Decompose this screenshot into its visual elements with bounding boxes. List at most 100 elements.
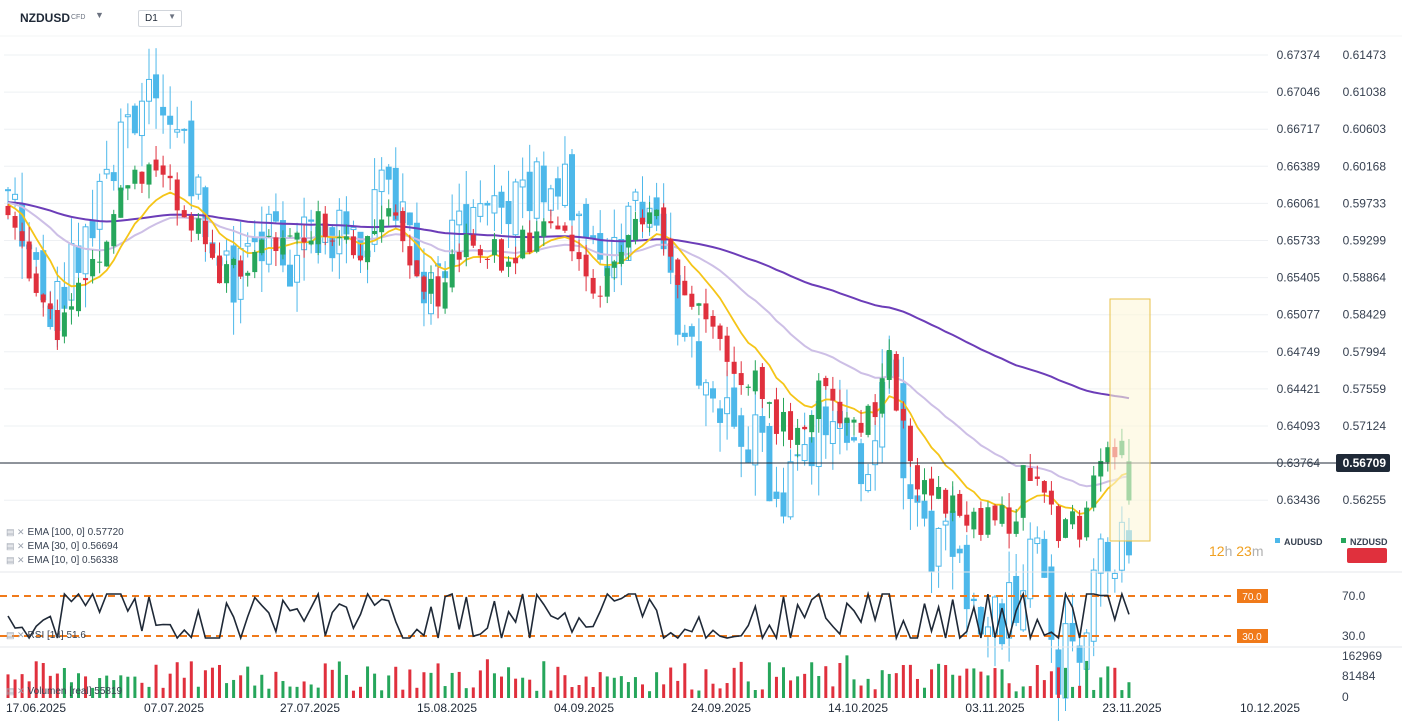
- volume-bar: [203, 670, 207, 698]
- x-tick: 14.10.2025: [828, 701, 888, 715]
- nzdusd-candle: [569, 234, 575, 252]
- settings-icon[interactable]: ▤ ✕: [6, 555, 25, 565]
- y-tick-left: 0.65733: [1277, 234, 1321, 248]
- volume-bar: [1028, 686, 1032, 698]
- audusd-candle: [188, 120, 195, 197]
- audusd-candle: [773, 491, 780, 499]
- volume-bar: [753, 690, 757, 698]
- nzdusd-candle: [365, 236, 371, 263]
- audusd-candle: [230, 245, 237, 303]
- nzdusd-candle: [1055, 506, 1061, 542]
- nzdusd-candle: [957, 493, 963, 516]
- y-tick-left: 0.64093: [1277, 419, 1321, 433]
- indicator-rsi[interactable]: ▤ ✕ RSI [14] 51.6: [6, 630, 86, 641]
- symbol-name[interactable]: NZDUSD: [20, 11, 70, 25]
- indicator-value: 55819: [94, 686, 123, 697]
- nzdusd-candle: [1027, 467, 1033, 481]
- symbol-dropdown-icon[interactable]: ▼: [95, 10, 104, 20]
- chevron-down-icon: ▼: [168, 12, 176, 21]
- audusd-candle: [547, 188, 554, 211]
- volume-bar: [27, 681, 31, 698]
- settings-icon[interactable]: ▤ ✕: [6, 686, 25, 696]
- nzdusd-candle: [132, 169, 138, 184]
- volume-bar: [309, 684, 313, 698]
- nzdusd-candle: [90, 258, 96, 277]
- volume-bar: [831, 686, 835, 698]
- volume-bar: [972, 668, 976, 698]
- nzdusd-candle: [273, 237, 279, 252]
- current-candle-highlight: [1109, 298, 1151, 542]
- candle-countdown: 12h 23m: [1209, 543, 1264, 559]
- audusd-candle: [695, 341, 702, 386]
- volume-bar: [951, 674, 955, 698]
- nzdusd-candle: [773, 399, 779, 434]
- legend-label: AUDUSD: [1284, 537, 1323, 547]
- nzdusd-candle: [802, 426, 808, 430]
- indicator-ema10[interactable]: ▤ ✕ EMA [10, 0] 0.56338: [6, 555, 118, 566]
- volume-bar: [845, 655, 849, 698]
- settings-icon[interactable]: ▤ ✕: [6, 541, 25, 551]
- nzdusd-candle: [336, 237, 342, 239]
- nzdusd-candle: [372, 231, 378, 234]
- audusd-candle: [745, 449, 752, 463]
- settings-icon[interactable]: ▤ ✕: [6, 527, 25, 537]
- nzdusd-candle: [576, 252, 582, 260]
- volume-bar: [1071, 686, 1075, 698]
- volume-bar: [161, 687, 165, 698]
- indicator-value: 0.57720: [87, 527, 124, 538]
- audusd-candle: [498, 191, 505, 208]
- volume-bar: [105, 675, 109, 698]
- indicator-ema30[interactable]: ▤ ✕ EMA [30, 0] 0.56694: [6, 541, 118, 552]
- volume-bar: [676, 680, 680, 698]
- audusd-candle: [752, 414, 759, 466]
- rsi-line: [7, 590, 1130, 642]
- volume-bar: [218, 664, 221, 698]
- volume-bar: [880, 670, 884, 698]
- nzdusd-candle: [202, 220, 208, 245]
- timeframe-select[interactable]: D1 ▼: [138, 10, 182, 27]
- volume-bar: [993, 668, 997, 698]
- nzdusd-candle: [971, 511, 977, 530]
- nzdusd-candle: [456, 252, 462, 260]
- y-tick-left: 0.64421: [1277, 382, 1321, 396]
- nzdusd-candle: [809, 414, 815, 433]
- volume-bar: [908, 664, 912, 698]
- volume-bar: [366, 666, 370, 698]
- indicator-volume[interactable]: ▤ ✕ Volumen [real] 55819: [6, 686, 122, 697]
- audusd-candle: [970, 598, 977, 602]
- volume-bar: [873, 689, 877, 698]
- nzdusd-candle: [1063, 519, 1068, 538]
- settings-icon[interactable]: ▤ ✕: [6, 630, 25, 640]
- x-tick: 24.09.2025: [691, 701, 751, 715]
- nzdusd-candle: [590, 277, 596, 294]
- nzdusd-candle: [414, 260, 420, 277]
- x-tick: 27.07.2025: [280, 701, 340, 715]
- nzdusd-candle: [209, 243, 215, 258]
- x-tick: 23.11.2025: [1102, 701, 1161, 715]
- indicator-ema100[interactable]: ▤ ✕ EMA [100, 0] 0.57720: [6, 527, 124, 538]
- nzdusd-candle: [999, 505, 1005, 524]
- volume-bar: [84, 676, 88, 698]
- countdown-part: 23: [1232, 543, 1252, 559]
- audusd-candle: [681, 332, 688, 338]
- volume-bar: [1014, 691, 1018, 698]
- volume-bar: [154, 664, 158, 698]
- audusd-candle: [597, 233, 604, 260]
- nzdusd-candle: [710, 315, 716, 327]
- volume-bar: [196, 686, 200, 698]
- audusd-candle: [505, 201, 512, 225]
- volume-bar: [281, 681, 285, 698]
- nzdusd-candle: [717, 325, 723, 339]
- x-tick: 17.06.2025: [6, 701, 66, 715]
- volume-bar: [1085, 660, 1089, 698]
- nzdusd-candle: [964, 514, 970, 526]
- current-price-box: [1336, 453, 1390, 472]
- volume-bar: [535, 690, 539, 698]
- volume-bar: [246, 666, 250, 698]
- audusd-candle: [12, 193, 19, 200]
- audusd-candle: [963, 544, 970, 610]
- volume-bar: [112, 680, 116, 698]
- audusd-candle: [1111, 572, 1118, 579]
- audusd-candles: [5, 48, 1132, 721]
